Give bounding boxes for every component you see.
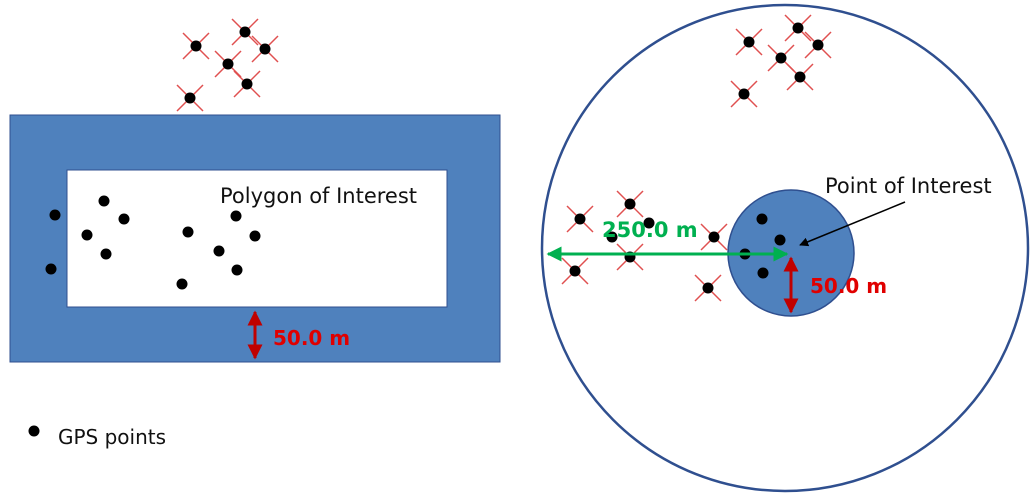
excluded-gps-point [182, 32, 210, 60]
gps-point [249, 230, 261, 242]
gps-point [213, 245, 225, 257]
excluded-gps-point [694, 274, 722, 302]
excluded-gps-point [566, 205, 594, 233]
legend-gps-label: GPS points [58, 425, 166, 449]
gps-point [49, 209, 61, 221]
excluded-gps-point [804, 31, 832, 59]
gps-point [45, 263, 57, 275]
legend-gps-point-icon [28, 425, 40, 437]
excluded-gps-point [176, 84, 204, 112]
gps-point [606, 231, 618, 243]
excluded-gps-point [251, 35, 279, 63]
gps-point [756, 213, 768, 225]
point-of-interest-label: Point of Interest [825, 174, 992, 198]
excluded-gps-point [730, 80, 758, 108]
gps-point [231, 264, 243, 276]
excluded-gps-point [700, 223, 728, 251]
outer-radius-label: 250.0 m [602, 218, 698, 242]
polygon-of-interest-label: Polygon of Interest [220, 184, 417, 208]
excluded-gps-point [735, 28, 763, 56]
point-of-interest-pointer [799, 201, 906, 247]
polygon-excluded-points [176, 18, 279, 112]
excluded-gps-point [784, 14, 812, 42]
polygon-gps-points [45, 195, 261, 290]
excluded-gps-point [231, 18, 259, 46]
gps-point [81, 229, 93, 241]
gps-point [774, 234, 786, 246]
gps-point [230, 210, 242, 222]
gps-point [176, 278, 188, 290]
polygon-buffer-label: 50.0 m [273, 326, 350, 350]
gps-point [98, 195, 110, 207]
gps-point [643, 217, 655, 229]
gps-point [757, 267, 769, 279]
inner-radius-label: 50.0 m [810, 274, 887, 298]
gps-point [100, 248, 112, 260]
excluded-gps-point [561, 257, 589, 285]
excluded-gps-point [233, 70, 261, 98]
excluded-gps-point [616, 190, 644, 218]
gps-point [118, 213, 130, 225]
excluded-gps-point [786, 63, 814, 91]
gps-point [182, 226, 194, 238]
